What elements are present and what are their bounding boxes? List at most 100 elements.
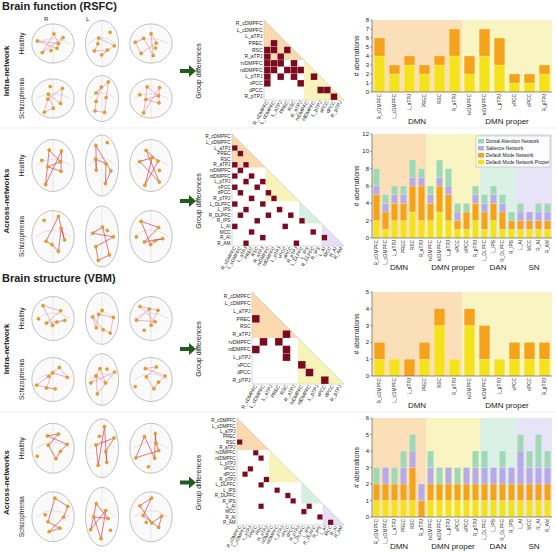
category-label: L_AI (518, 240, 523, 250)
bar (490, 484, 496, 501)
node (66, 505, 69, 508)
matrix-cell (260, 338, 268, 346)
connection (145, 158, 152, 186)
y-axis (372, 292, 373, 376)
brain-midline (102, 419, 103, 478)
bar (445, 467, 451, 468)
bar (382, 501, 388, 518)
node (113, 44, 116, 47)
brain-midline (151, 24, 152, 63)
brain-outline (85, 487, 118, 546)
connection (96, 445, 98, 465)
node (154, 320, 157, 323)
connection (37, 41, 58, 44)
bar (481, 468, 487, 485)
tick-label: 3 (366, 62, 370, 68)
bars (374, 309, 550, 376)
brain-outline (32, 24, 74, 63)
tick-label: 2 (366, 481, 370, 487)
connection (136, 436, 145, 457)
bar (481, 195, 487, 204)
matrix-row-label: L_DLPFC (216, 482, 237, 487)
bar (391, 186, 397, 195)
tick-label: 5 (366, 44, 370, 50)
node (103, 425, 106, 428)
axis-title: # aberrations (353, 165, 360, 206)
connection (146, 100, 159, 103)
matrix-cell (232, 224, 238, 230)
matrix-row-label: dPCC (218, 190, 231, 195)
bars (373, 435, 550, 518)
tick-label: 2 (366, 339, 370, 345)
brain-outline (32, 297, 74, 341)
category-label: L_aTPJ (392, 518, 397, 535)
brain-view (130, 140, 172, 192)
brain-view (32, 24, 74, 63)
bar (499, 468, 505, 485)
brain-view (130, 423, 172, 473)
bar (490, 468, 496, 485)
brain-outline (32, 423, 74, 473)
figure: Brain function (RSFC)Brain structure (VB… (0, 0, 556, 552)
bar (418, 484, 424, 485)
connection (144, 227, 158, 241)
bar (436, 468, 442, 485)
matrix-cell (275, 338, 283, 346)
node (104, 509, 107, 512)
connection (105, 171, 110, 184)
node (66, 376, 69, 379)
node (157, 101, 160, 104)
node (135, 319, 138, 322)
node (95, 169, 98, 172)
node (97, 313, 100, 316)
matrix-row-label: dPCC (237, 369, 251, 375)
x-axis (372, 376, 552, 377)
node (41, 51, 44, 54)
category-label: R_DLPFC (500, 239, 505, 261)
node (58, 366, 61, 369)
node (156, 160, 159, 163)
node (142, 37, 145, 40)
node (57, 215, 60, 218)
matrix-row-label: R_cDMPFC (211, 418, 236, 423)
matrix-row-label: rvDMPFC (241, 60, 263, 66)
matrix-row-label: L_aTPJ (233, 308, 251, 314)
connection (46, 216, 58, 241)
bar (526, 212, 532, 221)
connection (137, 309, 150, 320)
bar (509, 359, 520, 376)
node (155, 442, 158, 445)
bar (481, 451, 487, 468)
category-label: L_cDMPFC (392, 377, 397, 402)
bar (382, 203, 388, 212)
connection (55, 498, 68, 506)
brain-outline (32, 140, 74, 192)
bar (494, 65, 505, 92)
bar (539, 74, 550, 92)
bar (499, 501, 505, 518)
brain-view (32, 140, 74, 192)
bar (464, 56, 475, 74)
brain-midline (102, 293, 103, 345)
matrix-cell (266, 190, 272, 196)
bar (445, 484, 451, 501)
matrix-row-label: PREC (223, 434, 236, 439)
matrix-row-label: R_AM (223, 520, 236, 525)
bar (373, 195, 379, 221)
matrix-row-label: R_cDMPFC (205, 134, 231, 139)
matrix-cell (252, 346, 260, 354)
network-block (323, 504, 344, 525)
node (158, 86, 161, 89)
matrix-col-label: R_AM (333, 525, 344, 539)
matrix-row-label: R_aTPJ (232, 331, 251, 337)
network-block (266, 168, 300, 202)
matrix-cell (277, 73, 284, 80)
connection (48, 162, 61, 167)
node (104, 162, 107, 165)
category-label: R_pTPJ (473, 518, 478, 536)
node (52, 32, 55, 35)
node (108, 253, 111, 256)
bar (409, 212, 415, 238)
matrix-cell (260, 235, 266, 241)
matrix-col-label: R_AM (333, 246, 344, 260)
